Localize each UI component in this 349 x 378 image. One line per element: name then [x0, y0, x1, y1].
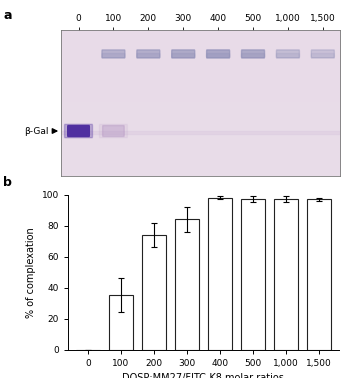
X-axis label: DOSP:MM27/FITC-K8 molar ratios: DOSP:MM27/FITC-K8 molar ratios — [122, 373, 284, 378]
FancyBboxPatch shape — [65, 124, 92, 138]
Bar — [142, 235, 166, 350]
FancyBboxPatch shape — [242, 54, 265, 58]
FancyBboxPatch shape — [137, 54, 160, 58]
FancyBboxPatch shape — [276, 54, 299, 58]
FancyBboxPatch shape — [137, 50, 160, 58]
Text: a: a — [3, 9, 12, 22]
FancyBboxPatch shape — [172, 50, 195, 58]
Bar — [274, 199, 298, 350]
Text: b: b — [3, 176, 12, 189]
Bar — [175, 220, 199, 350]
FancyBboxPatch shape — [172, 54, 195, 58]
FancyBboxPatch shape — [311, 54, 334, 58]
Bar — [208, 198, 232, 350]
FancyBboxPatch shape — [242, 50, 265, 58]
FancyBboxPatch shape — [102, 50, 125, 58]
Text: β-Gal: β-Gal — [24, 127, 49, 136]
FancyBboxPatch shape — [207, 50, 230, 58]
FancyBboxPatch shape — [276, 50, 299, 58]
Bar — [61, 132, 340, 134]
Bar — [109, 296, 133, 350]
FancyBboxPatch shape — [311, 50, 334, 58]
Bar — [307, 199, 331, 350]
FancyBboxPatch shape — [68, 125, 89, 136]
FancyBboxPatch shape — [207, 54, 230, 58]
Y-axis label: % of complexation: % of complexation — [26, 227, 36, 318]
FancyBboxPatch shape — [99, 124, 127, 138]
FancyBboxPatch shape — [103, 125, 124, 136]
Bar — [241, 199, 265, 350]
FancyBboxPatch shape — [102, 54, 125, 58]
